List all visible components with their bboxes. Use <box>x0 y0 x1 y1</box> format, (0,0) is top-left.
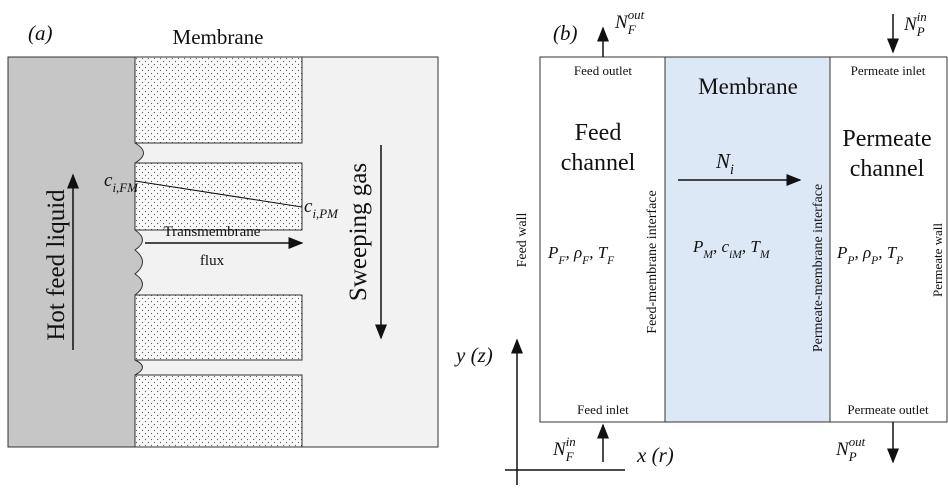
math-sub: iM <box>729 248 743 261</box>
props-feed: PF, ρF, TF <box>547 243 615 267</box>
membrane-block <box>134 56 303 144</box>
math-sub: P <box>916 24 925 39</box>
math-text: c <box>104 170 113 191</box>
math-text: , ρ <box>565 243 582 262</box>
n-i: Ni <box>715 149 734 178</box>
math-sub: i <box>730 162 734 178</box>
math-sub: F <box>606 254 615 267</box>
math-sub: M <box>702 248 714 261</box>
math-sub: P <box>870 254 878 267</box>
permeate-channel: Permeate <box>842 126 931 152</box>
math-sup: in <box>566 434 576 449</box>
feed-outlet: Feed outlet <box>574 63 633 78</box>
flux-label: flux <box>200 253 225 269</box>
membrane-label: Membrane <box>698 74 798 99</box>
membrane-title: Membrane <box>173 25 264 49</box>
permeate-interface: Permeate-membrane interface <box>811 184 826 352</box>
math-text: N <box>614 12 629 33</box>
feed-label: Hot feed liquid <box>43 189 70 341</box>
permeate-channel: channel <box>850 156 925 182</box>
math-sub: F <box>627 22 636 37</box>
math-text: P <box>547 243 558 262</box>
n-p-in: NPin <box>903 9 927 39</box>
math-sub: F <box>565 449 574 464</box>
n-p-out: NPout <box>835 434 866 464</box>
math-sub: i,FM <box>112 180 139 195</box>
math-text: P <box>692 237 703 256</box>
c-pm: ci,PM <box>304 196 339 221</box>
math-text: N <box>715 149 731 173</box>
feed-liquid <box>7 56 144 448</box>
c-fm: ci,FM <box>104 170 139 195</box>
feed-channel: channel <box>561 150 636 176</box>
math-text: N <box>552 439 567 460</box>
math-sup: in <box>917 9 927 24</box>
math-sub: F <box>557 254 566 267</box>
feed-channel: Feed <box>575 120 622 146</box>
math-text: , c <box>713 237 730 256</box>
n-f-in: NFin <box>552 434 576 464</box>
concentration-line <box>134 180 303 208</box>
math-text: , T <box>878 243 898 262</box>
math-sub: M <box>759 248 771 261</box>
sweep-label: Sweeping gas <box>345 163 372 301</box>
math-sub: P <box>846 254 854 267</box>
math-text: N <box>835 439 850 460</box>
n-f-out: NFout <box>614 7 645 37</box>
math-sub: P <box>848 449 857 464</box>
props-membrane: PM, ciM, TM <box>692 237 771 261</box>
membrane-block <box>134 162 303 231</box>
x-axis-label: x (r) <box>636 443 674 467</box>
feed-interface: Feed-membrane interface <box>645 190 660 333</box>
math-sub: F <box>581 254 590 267</box>
math-text: N <box>903 14 918 35</box>
membrane-region <box>664 56 831 423</box>
membrane-block <box>134 374 303 448</box>
panel-label: (b) <box>553 21 578 45</box>
y-axis-label: y (z) <box>454 343 493 367</box>
membrane-block <box>134 294 303 361</box>
props-permeate: PP, ρP, TP <box>836 243 903 267</box>
feed-inlet: Feed inlet <box>577 402 629 417</box>
math-text: c <box>304 196 313 217</box>
math-text: , ρ <box>854 243 871 262</box>
math-text: P <box>836 243 847 262</box>
math-text: , T <box>589 243 609 262</box>
flux-label: Transmembrane <box>164 224 261 240</box>
permeate-inlet: Permeate inlet <box>851 63 926 78</box>
math-sub: i,PM <box>312 206 339 221</box>
math-sup: out <box>628 7 645 22</box>
permeate-outlet: Permeate outlet <box>847 402 929 417</box>
math-text: , T <box>742 237 762 256</box>
permeate-wall: Permeate wall <box>930 223 945 297</box>
panel-label: (a) <box>28 21 53 45</box>
feed-wall: Feed wall <box>515 212 530 267</box>
math-sub: P <box>895 254 903 267</box>
math-sup: out <box>849 434 866 449</box>
